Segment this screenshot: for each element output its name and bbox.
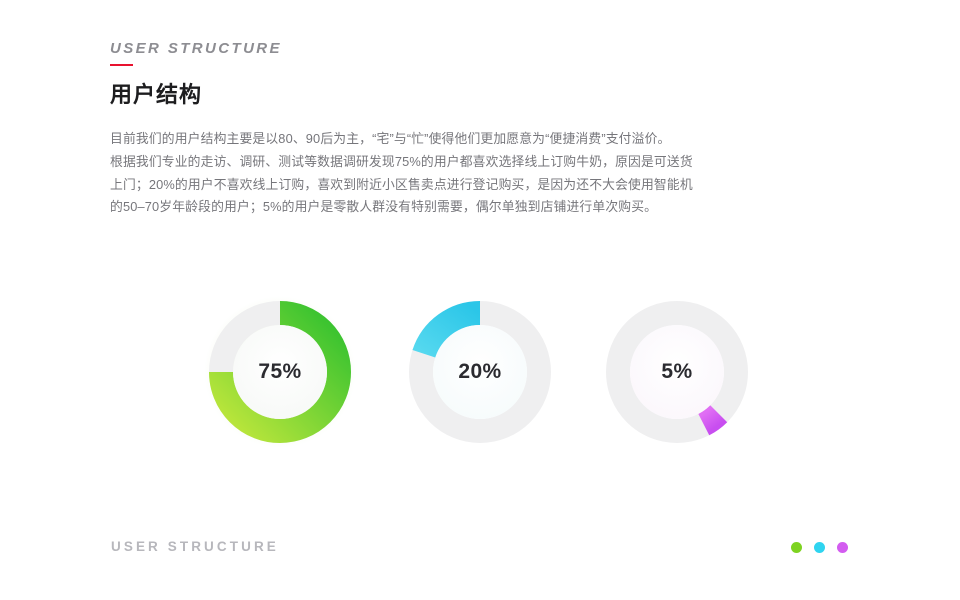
dot-cyan-icon: [814, 542, 825, 553]
accent-underline: [110, 63, 133, 66]
eyebrow-label: USER STRUCTURE: [110, 40, 282, 57]
donut-svg-3: [606, 301, 748, 443]
donut-chart-occasional-purchase: 5%: [601, 296, 753, 448]
footer-label: USER STRUCTURE: [111, 539, 279, 554]
body-line: 目前我们的用户结构主要是以80、90后为主，“宅”与“忙”使得他们更加愿意为“便…: [110, 131, 671, 146]
donut-chart-online-order: 75%: [204, 296, 356, 448]
dot-green-icon: [791, 542, 802, 553]
page-header: USER STRUCTURE 用户结构: [110, 40, 282, 109]
donut-chart-row: 75% 20%: [0, 296, 960, 456]
body-line: 上门；20%的用户不喜欢线上订购，喜欢到附近小区售卖点进行登记购买，是因为还不大…: [110, 176, 693, 192]
donut-chart-registered-purchase: 20%: [404, 296, 556, 448]
body-line: 根据我们专业的走访、调研、测试等数据调研发现75%的用户都喜欢选择线上订购牛奶，…: [110, 153, 693, 169]
donut-svg-1: [204, 296, 356, 448]
footer-dots: [791, 542, 848, 553]
dot-magenta-icon: [837, 542, 848, 553]
page-title: 用户结构: [110, 81, 203, 107]
body-copy: 目前我们的用户结构主要是以80、90后为主，“宅”与“忙”使得他们更加愿意为“便…: [110, 128, 730, 219]
body-line: 的50–70岁年龄段的用户；5%的用户是零散人群没有特别需要，偶尔单独到店铺进行…: [110, 199, 658, 215]
donut-svg-2: [409, 301, 551, 443]
